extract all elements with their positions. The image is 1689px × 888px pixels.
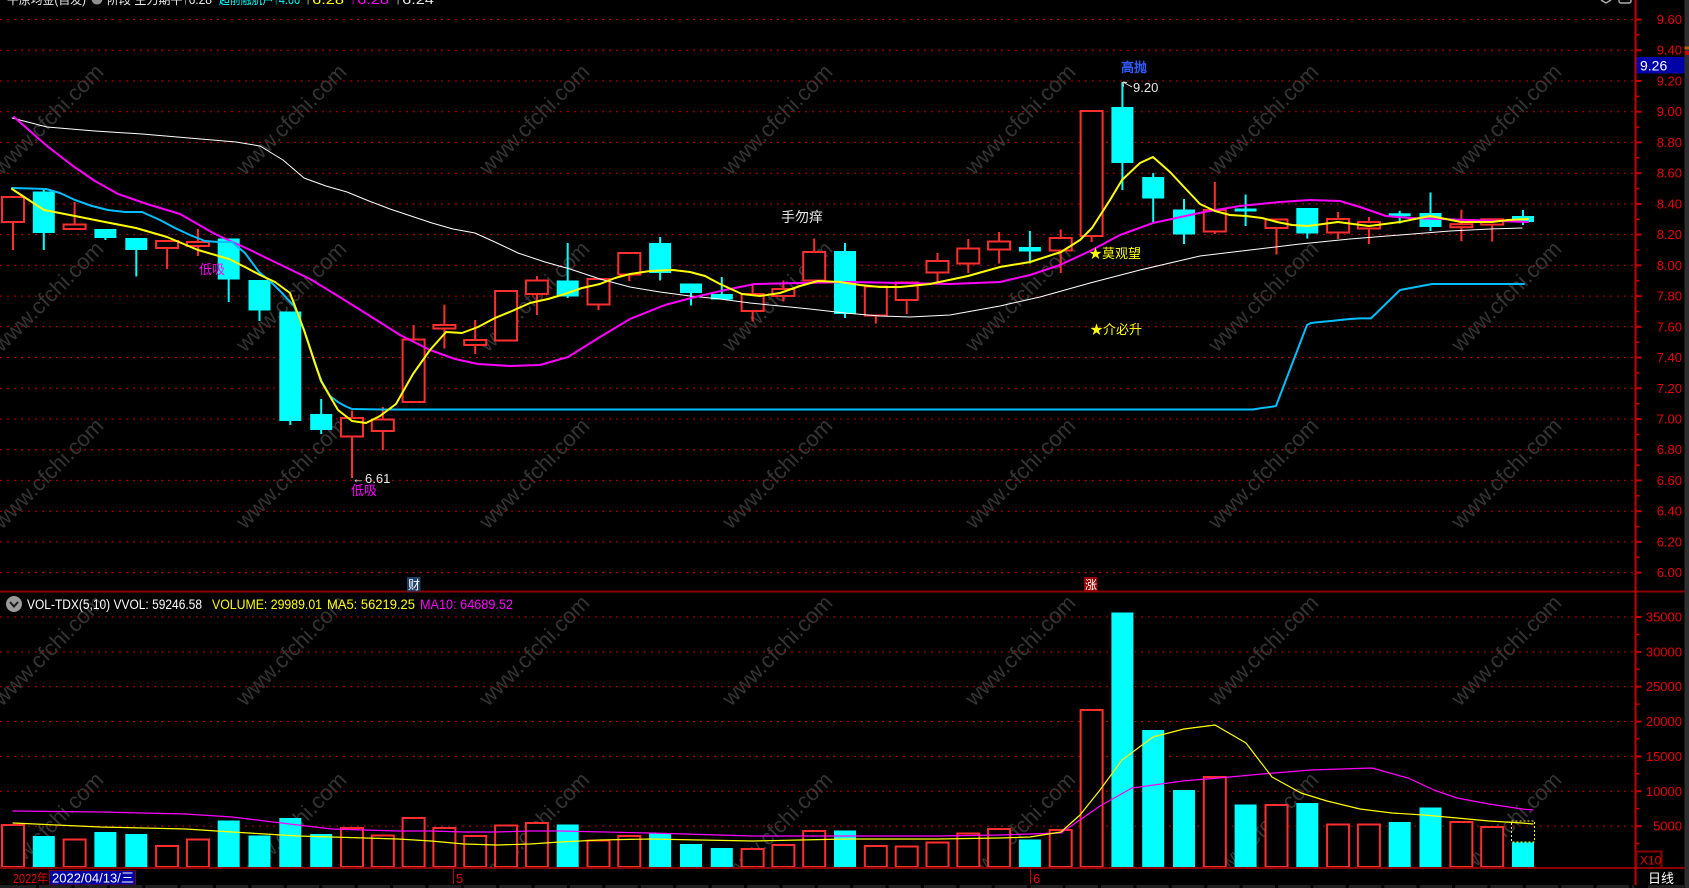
svg-text:MA10: 64689.52: MA10: 64689.52: [420, 597, 513, 612]
svg-text:↑6.24: ↑6.24: [394, 0, 434, 7]
svg-text:8.00: 8.00: [1657, 258, 1682, 273]
svg-text:MA5: 56219.25: MA5: 56219.25: [327, 597, 415, 612]
svg-text:平原均金(自发): 平原均金(自发): [7, 0, 86, 7]
svg-text:7.40: 7.40: [1657, 350, 1682, 365]
svg-text:35000: 35000: [1646, 610, 1682, 625]
svg-text:财: 财: [408, 578, 420, 592]
svg-text:低吸: 低吸: [199, 262, 225, 277]
svg-text:10000: 10000: [1646, 784, 1682, 799]
svg-text:9.00: 9.00: [1657, 104, 1682, 119]
svg-text:6.60: 6.60: [1657, 473, 1682, 488]
svg-text:2022年: 2022年: [13, 871, 48, 886]
svg-text:低吸: 低吸: [351, 483, 377, 498]
svg-text:25000: 25000: [1646, 679, 1682, 694]
svg-text:2022/04/13/三: 2022/04/13/三: [52, 871, 134, 886]
svg-text:9.20: 9.20: [1657, 74, 1682, 89]
svg-text:←6.61: ←6.61: [352, 471, 390, 486]
svg-text:6.20: 6.20: [1657, 534, 1682, 549]
svg-text:6.40: 6.40: [1657, 504, 1682, 519]
svg-text:↑6.28: ↑6.28: [349, 0, 389, 7]
svg-text:6.00: 6.00: [1657, 565, 1682, 580]
svg-text:超前融航芦↑4.66: 超前融航芦↑4.66: [219, 0, 300, 7]
svg-text:手勿痒: 手勿痒: [781, 209, 823, 225]
svg-text:7.20: 7.20: [1657, 381, 1682, 396]
svg-text:VOL-TDX(5,10) VVOL: 59246.58: VOL-TDX(5,10) VVOL: 59246.58: [27, 597, 202, 612]
svg-text:日线: 日线: [1648, 871, 1674, 886]
svg-text:9.20: 9.20: [1133, 80, 1158, 95]
svg-text:9.60: 9.60: [1657, 12, 1682, 27]
svg-text:8.80: 8.80: [1657, 135, 1682, 150]
svg-text:↑6.28: ↑6.28: [304, 0, 344, 7]
svg-text:30000: 30000: [1646, 644, 1682, 659]
svg-text:阶段 主力期平↑6.28: 阶段 主力期平↑6.28: [107, 0, 212, 7]
svg-text:7.00: 7.00: [1657, 412, 1682, 427]
svg-text:5000: 5000: [1653, 819, 1682, 834]
svg-text:X10: X10: [1640, 854, 1662, 868]
svg-text:★莫观望: ★莫观望: [1089, 246, 1141, 261]
svg-text:20000: 20000: [1646, 714, 1682, 729]
svg-text:涨: 涨: [1085, 577, 1097, 592]
svg-text:9.26: 9.26: [1640, 58, 1667, 74]
svg-text:★介必升: ★介必升: [1090, 322, 1142, 337]
svg-text:6.80: 6.80: [1657, 442, 1682, 457]
svg-text:8.40: 8.40: [1657, 196, 1682, 211]
svg-text:5: 5: [456, 871, 463, 886]
svg-text:8.20: 8.20: [1657, 227, 1682, 242]
svg-text:高抛: 高抛: [1121, 60, 1147, 75]
svg-text:15000: 15000: [1646, 749, 1682, 764]
svg-text:8.60: 8.60: [1657, 166, 1682, 181]
svg-text:6: 6: [1033, 871, 1040, 886]
svg-text:7.80: 7.80: [1657, 289, 1682, 304]
svg-text:7.60: 7.60: [1657, 319, 1682, 334]
svg-text:VOLUME: 29989.01: VOLUME: 29989.01: [212, 597, 322, 612]
svg-text:9.40: 9.40: [1657, 43, 1682, 58]
